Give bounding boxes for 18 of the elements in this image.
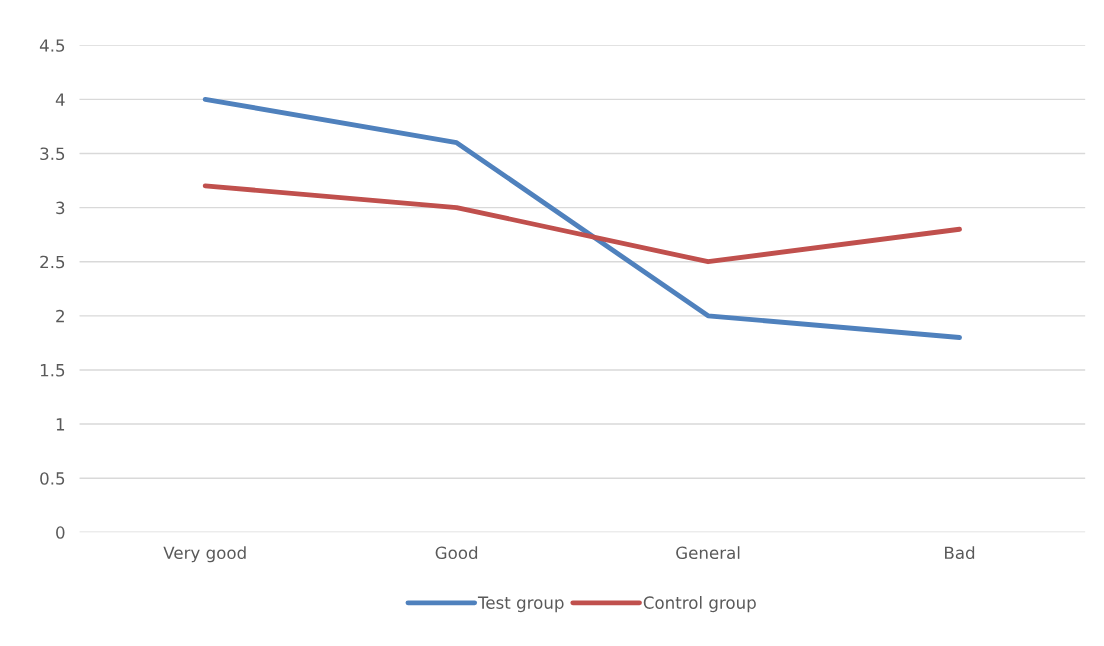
line-series — [202, 96, 962, 340]
legend-label: Test group — [477, 596, 564, 613]
y-tick-label: 2.5 — [40, 255, 65, 269]
y-tick-label: 0 — [56, 526, 65, 539]
y-tick-label: 0.5 — [40, 472, 65, 485]
y-tick-label: 2 — [56, 309, 64, 323]
y-tick-label: 1 — [56, 418, 65, 431]
y-tick-label: 4.5 — [39, 39, 65, 52]
x-tick-label: Very good — [163, 546, 246, 563]
x-tick-label: Good — [435, 546, 478, 560]
legend-label: Control group — [643, 596, 756, 613]
y-tick-label: 3.5 — [40, 147, 65, 161]
y-tick-label: 3 — [56, 201, 65, 215]
x-tick-label: Bad — [945, 546, 975, 560]
line-series — [202, 183, 962, 265]
y-tick-label: 4 — [55, 93, 65, 106]
x-tick-label: General — [676, 546, 740, 560]
y-tick-label: 1.5 — [40, 364, 65, 377]
